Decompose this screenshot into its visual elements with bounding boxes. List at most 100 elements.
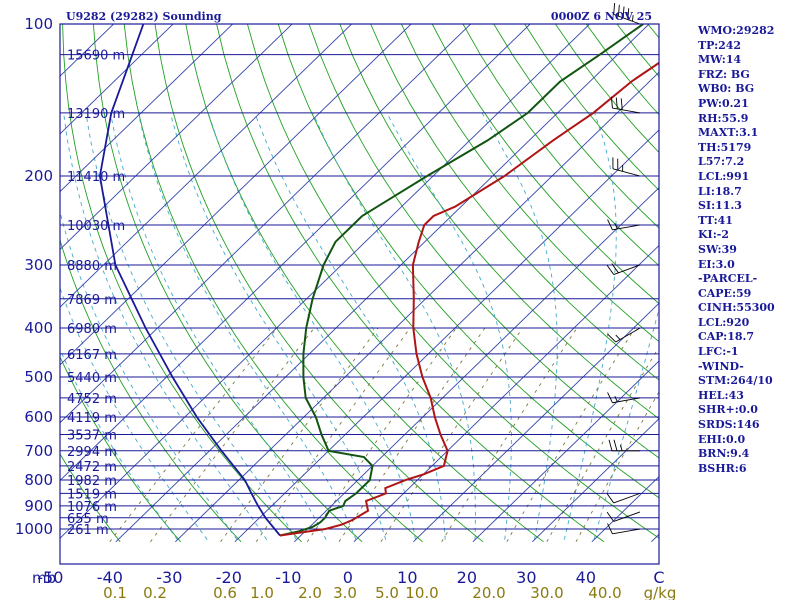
index-value: EI:3.0 — [698, 257, 735, 271]
height-label: 4752 m — [67, 392, 117, 407]
index-value: RH:55.9 — [698, 111, 749, 125]
mixing-ratio-tick-label: 1.0 — [250, 584, 274, 600]
index-value: HEL:43 — [698, 388, 744, 402]
mixing-ratio-line — [380, 327, 523, 543]
isotherm-line — [175, 71, 659, 543]
dry-adiabat-line — [370, 24, 659, 381]
index-value: -WIND- — [698, 359, 744, 373]
wind-barb-flag — [617, 4, 620, 17]
height-label: 10030 m — [67, 219, 125, 234]
wind-barb-flag — [610, 96, 613, 109]
pressure-tick-label: 700 — [24, 442, 53, 460]
mixing-ratio-line — [150, 327, 315, 543]
index-value: KI:-2 — [698, 228, 729, 242]
height-label: 4119 m — [67, 411, 117, 426]
pressure-tick-label: 900 — [24, 497, 53, 515]
temperature-tick-label: -50 — [37, 568, 63, 587]
wind-barb-staff — [612, 168, 641, 177]
mixing-ratio-line — [506, 327, 636, 543]
index-value: BRN:9.4 — [698, 447, 750, 461]
isotherm-line — [60, 24, 591, 539]
index-value: STM:264/10 — [698, 374, 773, 388]
wind-barbs — [606, 3, 641, 535]
mixing-ratio-tick-label: 5.0 — [375, 584, 399, 600]
wind-barb — [608, 439, 640, 452]
index-value: SHR+:0.0 — [698, 403, 758, 417]
height-label: 6980 m — [67, 322, 117, 337]
height-label: 8880 m — [67, 259, 117, 274]
mixing-ratio-tick-label: 30.0 — [530, 584, 563, 600]
temperature-tick-label: -30 — [156, 568, 182, 587]
mixing-ratio-tick-label: 3.0 — [333, 584, 357, 600]
wind-barb-staff — [615, 327, 641, 343]
wind-barb-staff — [613, 492, 641, 504]
wind-barb — [607, 523, 641, 535]
index-value: WB0: BG — [698, 82, 755, 96]
isotherm-line — [413, 302, 659, 543]
chart-datetime: 0000Z 6 NOV 25 — [551, 10, 652, 23]
wind-barb-half-flag — [614, 223, 618, 230]
mixing-ratio-line — [441, 327, 578, 543]
wind-barb-half-flag — [632, 15, 634, 22]
mixing-ratio-tick-label: 0.1 — [103, 584, 127, 600]
index-value: TT:41 — [698, 213, 733, 227]
wind-barb-flag — [620, 98, 623, 110]
isotherm-line — [60, 24, 531, 482]
moist-adiabat-line — [137, 112, 357, 540]
isotherm-line — [60, 24, 174, 135]
wind-barb — [606, 263, 641, 275]
isobars — [60, 23, 659, 530]
height-label: 655 m — [67, 512, 109, 527]
wind-barb-staff — [613, 511, 641, 522]
wind-barb-flag — [627, 8, 630, 20]
isotherm-line — [294, 187, 659, 543]
indices-panel: WMO:29282 TP:242 MW:14 FRZ: BG WB0: BG PW:0.2… — [698, 24, 798, 476]
pressure-tick-label: 800 — [24, 471, 53, 489]
isotherm-line — [353, 244, 659, 543]
parcel-path-line — [98, 24, 281, 537]
isotherm-line — [60, 24, 412, 366]
temperature-tick-label: 10 — [397, 568, 417, 587]
temperature-tick-label: -10 — [275, 568, 301, 587]
index-value: CAPE:59 — [698, 286, 752, 300]
isotherm-line — [234, 129, 659, 543]
dry-adiabat-line — [123, 24, 423, 543]
isotherm-line — [472, 360, 659, 543]
height-label: 1982 m — [67, 474, 117, 489]
index-value: CINH:55300 — [698, 301, 775, 315]
wind-barb — [607, 327, 641, 343]
plot-frame — [59, 23, 660, 565]
pressure-tick-label: 500 — [24, 368, 53, 386]
wind-barb — [606, 492, 641, 504]
sounding-profiles — [98, 24, 659, 537]
index-value: SI:11.3 — [698, 199, 742, 213]
index-value: BSHR:6 — [698, 461, 747, 475]
wind-barb — [613, 3, 641, 25]
height-label: 2472 m — [67, 460, 117, 475]
pressure-tick-label: 1000 — [15, 520, 53, 538]
index-value: L57:7.2 — [698, 155, 745, 169]
dry-adiabats — [60, 24, 659, 543]
index-value: SRDS:146 — [698, 418, 760, 432]
height-label: 6167 m — [67, 348, 117, 363]
isotherm-line — [60, 24, 234, 193]
wind-barb-flag — [611, 263, 619, 274]
mixing-ratio-unit-label: g/kg — [644, 584, 677, 600]
dry-adiabat-line — [400, 24, 659, 343]
isotherms — [60, 24, 659, 543]
temperature-line — [279, 61, 659, 537]
temperature-tick-label: 20 — [457, 568, 477, 587]
mixing-ratio-line — [338, 327, 486, 543]
wind-barb-half-flag — [614, 396, 618, 403]
moist-adiabat-line — [312, 112, 476, 540]
wind-barb-flag — [606, 511, 615, 522]
index-value: FRZ: BG — [698, 67, 750, 81]
index-value: MAXT:3.1 — [698, 126, 759, 140]
moist-adiabat-line — [481, 112, 558, 540]
dry-adiabat-line — [92, 24, 363, 543]
chart-title: U9282 (29282) Sounding — [66, 10, 222, 23]
dry-adiabat-line — [216, 24, 605, 543]
wind-barb-flag — [622, 6, 625, 18]
